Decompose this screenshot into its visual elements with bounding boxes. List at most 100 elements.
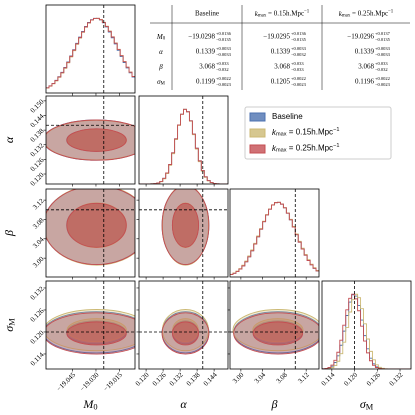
table-lower: −0.032 — [216, 67, 229, 72]
panel — [139, 189, 228, 277]
table-lower: −0.033 — [291, 67, 304, 72]
table-header-base: k — [255, 10, 259, 18]
x-tick-label: 3.04 — [253, 371, 268, 386]
table-header-sub: max — [342, 14, 351, 19]
legend-label-sub: max — [276, 132, 287, 138]
y-axis-label-base: σ — [2, 325, 16, 332]
panel-frame — [321, 280, 412, 370]
legend-label-sup: −1 — [333, 144, 339, 150]
panel — [139, 96, 228, 184]
y-tick-label: 0.126 — [29, 156, 46, 173]
table-lower: −0.0032 — [291, 52, 306, 57]
table-value: −19.0295 — [263, 33, 290, 41]
table-lower: −0.0033 — [375, 52, 391, 57]
legend-swatch — [249, 128, 266, 138]
panel-frame — [138, 188, 229, 278]
table-value: 0.1339 — [271, 48, 291, 56]
x-tick-label: −19.045 — [55, 371, 77, 393]
x-tick-label: 0.126 — [365, 371, 382, 388]
panel — [322, 281, 411, 369]
table-header-main: = 0.25h.Mpc — [350, 9, 388, 17]
table-row-label-sub: M — [161, 82, 166, 87]
x-tick-label: 0.132 — [168, 371, 185, 388]
legend-swatch — [249, 144, 266, 154]
x-axis-label: M0 — [82, 397, 97, 412]
x-axis-label-sub: M — [366, 402, 374, 411]
contour — [171, 321, 200, 346]
legend-label-main: = 0.25h.Mpc — [287, 143, 333, 152]
panel — [139, 281, 228, 369]
table-upper: +0.0022 — [291, 76, 306, 81]
table-value: 0.1339 — [355, 48, 375, 56]
x-axis-label-base: β — [271, 397, 278, 411]
panel — [46, 5, 135, 93]
y-tick-label: 3.00 — [31, 255, 46, 270]
table-upper: +0.0033 — [216, 46, 232, 51]
panel-frame — [45, 280, 136, 370]
histogram — [139, 108, 228, 184]
legend-label-sup: −1 — [333, 128, 339, 134]
panel — [230, 189, 319, 277]
table-row-label-sub: 0 — [163, 37, 166, 42]
y-axis-label: α — [2, 136, 16, 143]
table-upper: +0.0137 — [375, 31, 391, 36]
x-axis-label-sub: 0 — [93, 402, 97, 411]
table-row-label-base: β — [158, 63, 163, 71]
table-upper: +0.033 — [216, 61, 229, 66]
table-row-label: M0 — [156, 33, 166, 42]
x-axis-label-base: M — [82, 397, 94, 411]
x-tick-label: 0.144 — [202, 371, 219, 388]
panel-frame — [229, 280, 320, 370]
legend-label: Baseline — [272, 112, 303, 121]
histogram — [46, 17, 135, 89]
contour — [66, 321, 127, 346]
table-header-sup: −1 — [304, 10, 310, 15]
table-lower: −0.0023 — [216, 82, 232, 87]
x-tick-label: −19.015 — [102, 371, 124, 393]
table-header-base: k — [339, 10, 343, 18]
y-tick-label: 0.114 — [29, 351, 46, 368]
table-header-main: = 0.15h.Mpc — [266, 9, 304, 17]
legend-label-base: k — [272, 128, 277, 137]
histogram — [139, 108, 228, 184]
table-lower: −0.0023 — [375, 82, 391, 87]
y-axis-label: β — [2, 230, 16, 237]
table-row-label-base: M — [156, 33, 164, 41]
table-lower: −0.0033 — [216, 52, 232, 57]
table-lower: −0.0135 — [291, 37, 307, 42]
table — [150, 5, 410, 90]
table-upper: +0.0136 — [291, 31, 307, 36]
table-row-label: β — [158, 63, 163, 71]
panel-frame — [138, 95, 229, 185]
table-value: 0.1199 — [196, 78, 215, 86]
panel — [46, 281, 135, 369]
table-row-label-base: σ — [157, 78, 161, 86]
y-axis-label-base: α — [2, 136, 16, 143]
y-tick-label: 0.126 — [29, 307, 46, 324]
table-lower: −0.0023 — [291, 82, 307, 87]
table-upper: +0.033 — [291, 61, 304, 66]
y-tick-label: 0.132 — [29, 141, 46, 158]
x-tick-label: −19.030 — [78, 371, 100, 393]
legend-label: kmax = 0.25h.Mpc−1 — [272, 143, 339, 154]
table-upper: +0.0136 — [216, 31, 232, 36]
table-header-sup: −1 — [388, 10, 394, 15]
y-tick-label: 0.132 — [29, 285, 46, 302]
y-tick-label: 3.12 — [31, 197, 46, 212]
panel-frame — [138, 280, 229, 370]
histogram — [322, 293, 411, 369]
x-axis-label-base: σ — [360, 397, 367, 411]
legend-label-sub: max — [276, 148, 287, 154]
table-upper: +0.0033 — [375, 46, 391, 51]
table-value: 3.068 — [199, 63, 215, 71]
histogram — [139, 108, 228, 184]
table-value: 3.068 — [274, 63, 290, 71]
legend-label-base: k — [272, 144, 277, 153]
legend-box — [244, 106, 392, 160]
y-tick-label: 3.08 — [31, 216, 46, 231]
table-row-label: α — [159, 48, 163, 56]
contour — [252, 321, 304, 346]
table-header: kmax = 0.25h.Mpc−1 — [339, 9, 394, 19]
